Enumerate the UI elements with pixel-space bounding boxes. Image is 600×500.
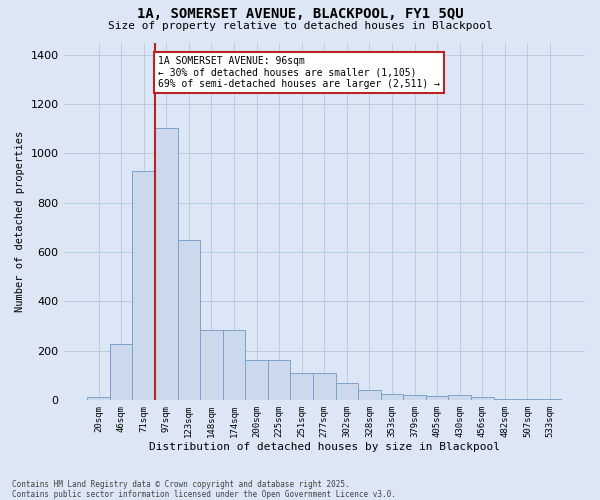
Text: 1A, SOMERSET AVENUE, BLACKPOOL, FY1 5QU: 1A, SOMERSET AVENUE, BLACKPOOL, FY1 5QU xyxy=(137,8,463,22)
Bar xyxy=(87,398,110,400)
Bar xyxy=(245,360,268,400)
Bar xyxy=(426,396,448,400)
Bar xyxy=(178,240,200,400)
Bar xyxy=(403,395,426,400)
X-axis label: Distribution of detached houses by size in Blackpool: Distribution of detached houses by size … xyxy=(149,442,500,452)
Bar xyxy=(516,398,539,400)
Bar xyxy=(313,372,335,400)
Bar xyxy=(335,382,358,400)
Bar xyxy=(471,397,494,400)
Bar xyxy=(200,330,223,400)
Text: Contains HM Land Registry data © Crown copyright and database right 2025.
Contai: Contains HM Land Registry data © Crown c… xyxy=(12,480,396,499)
Bar xyxy=(268,360,290,400)
Text: 1A SOMERSET AVENUE: 96sqm
← 30% of detached houses are smaller (1,105)
69% of se: 1A SOMERSET AVENUE: 96sqm ← 30% of detac… xyxy=(158,56,440,90)
Bar xyxy=(358,390,381,400)
Y-axis label: Number of detached properties: Number of detached properties xyxy=(15,130,25,312)
Bar xyxy=(155,128,178,400)
Bar xyxy=(381,394,403,400)
Bar xyxy=(110,344,133,400)
Bar xyxy=(448,395,471,400)
Text: Size of property relative to detached houses in Blackpool: Size of property relative to detached ho… xyxy=(107,21,493,31)
Bar xyxy=(290,372,313,400)
Bar xyxy=(223,330,245,400)
Bar xyxy=(133,170,155,400)
